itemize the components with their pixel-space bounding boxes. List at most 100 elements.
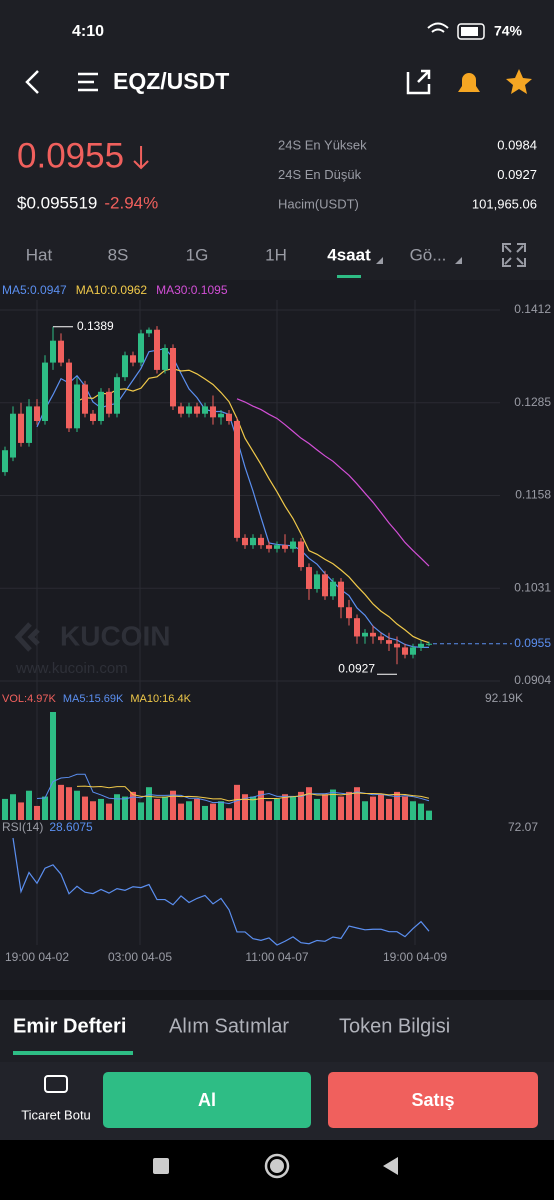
x-tick-label: 19:00 04-09 (383, 950, 447, 964)
y-tick-label: 0.1031 (514, 580, 551, 594)
candle-body (34, 406, 40, 422)
candle-body (130, 355, 136, 363)
stat-label: Hacim(USDT) (278, 196, 359, 211)
candle-body (26, 406, 32, 443)
candle-body (426, 643, 432, 645)
candle-body (82, 384, 88, 414)
buy-label[interactable]: Al (198, 1090, 216, 1110)
section-tab[interactable]: Alım Satımlar (169, 1015, 289, 1037)
battery-text: 74% (494, 23, 523, 39)
volume-label: MA5:15.69K (63, 693, 124, 705)
interval-underline (337, 275, 361, 278)
high-label: 0.1389 (77, 319, 114, 333)
candle-body (106, 391, 112, 414)
section-tab[interactable]: Emir Defteri (13, 1015, 126, 1037)
candle-body (250, 537, 256, 546)
volume-bar (202, 805, 208, 820)
bot-label[interactable]: Ticaret Botu (21, 1107, 91, 1122)
down-arrow (133, 146, 149, 170)
volume-bar (170, 790, 176, 820)
pair-title: EQZ/USDT (113, 68, 229, 94)
candle-body (234, 421, 240, 538)
volume-bar (410, 801, 416, 820)
volume-bar (90, 801, 96, 820)
volume-bar (218, 801, 224, 820)
volume-bar (298, 791, 304, 820)
indicator-label: MA10:0.0962 (76, 283, 148, 297)
candle-body (50, 340, 56, 363)
volume-bar (290, 796, 296, 820)
menu-button[interactable] (78, 72, 98, 92)
candle-body (194, 406, 200, 414)
y-tick-label: 0.1412 (514, 302, 551, 316)
volume-bar (386, 798, 392, 820)
candle-body (122, 355, 128, 378)
volume-bar (378, 794, 384, 820)
watermark-url: www.kucoin.com (15, 660, 128, 677)
candle-body (338, 581, 344, 608)
section-tab[interactable]: Token Bilgisi (339, 1015, 450, 1037)
x-tick-label: 11:00 04-07 (245, 950, 308, 964)
nav-home[interactable] (264, 1153, 290, 1179)
candle-body (394, 643, 400, 648)
interval-tab[interactable]: 8S (108, 245, 129, 264)
volume-bar (162, 796, 168, 820)
dropdown-icon (376, 257, 383, 264)
back-button[interactable] (25, 70, 39, 94)
dropdown-icon (455, 257, 462, 264)
candle-body (90, 413, 96, 422)
candle-body (114, 377, 120, 414)
volume-bar (426, 810, 432, 820)
sell-label[interactable]: Satış (411, 1090, 454, 1110)
stat-value: 0.0927 (497, 167, 537, 182)
volume-bar (274, 798, 280, 820)
candle-body (186, 406, 192, 414)
interval-tab[interactable]: 1G (186, 245, 209, 264)
sell-button[interactable] (328, 1072, 538, 1128)
volume-bar (194, 798, 200, 820)
rsi-label: RSI(14) (2, 820, 43, 834)
candle-body (410, 647, 416, 655)
y-tick-label: 0.1285 (514, 395, 551, 409)
candle-body (138, 333, 144, 363)
interval-tab[interactable]: Gö... (410, 245, 447, 264)
volume-bar (282, 794, 288, 820)
alert-button[interactable] (458, 73, 480, 92)
volume-bar (10, 794, 16, 820)
volume-bar (98, 798, 104, 820)
buy-button[interactable] (103, 1072, 311, 1128)
rsi-line (12, 837, 430, 946)
watermark-logo (14, 622, 40, 652)
volume-bar (322, 794, 328, 820)
stat-label: 24S En Düşük (278, 167, 362, 182)
volume-bar (146, 787, 152, 820)
volume-label: MA10:16.4K (130, 693, 191, 705)
volume-bar (314, 798, 320, 820)
share-button[interactable] (406, 69, 431, 95)
interval-tab[interactable]: 1H (265, 245, 287, 264)
low-label: 0.0927 (338, 661, 375, 675)
stat-label: 24S En Yüksek (278, 137, 367, 152)
candle-body (418, 643, 424, 648)
volume-bar (18, 802, 24, 820)
candle-body (402, 647, 408, 655)
nav-back[interactable] (383, 1157, 398, 1175)
volume-bar (330, 789, 336, 820)
volume-bar (402, 796, 408, 820)
candle-body (290, 541, 296, 549)
volume-bar (178, 803, 184, 820)
candle-body (362, 632, 368, 637)
divider (0, 990, 554, 1000)
bot-icon[interactable] (44, 1075, 68, 1093)
favorite-button[interactable] (506, 69, 532, 94)
fullscreen-button[interactable] (502, 243, 526, 267)
candle-body (154, 329, 160, 370)
candle-body (226, 413, 232, 422)
interval-tab[interactable]: Hat (26, 245, 53, 264)
stat-value: 101,965.06 (472, 196, 537, 211)
interval-tab[interactable]: 4saat (327, 245, 371, 264)
volume-label: VOL:4.97K (2, 693, 56, 705)
nav-recent[interactable] (153, 1158, 169, 1174)
candle-body (298, 541, 304, 568)
